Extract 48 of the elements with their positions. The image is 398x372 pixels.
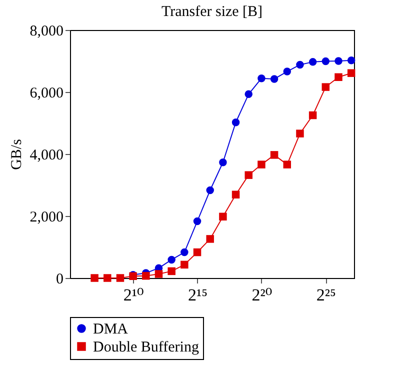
point (219, 158, 227, 166)
chart-title: Transfer size [B] (161, 4, 263, 20)
point (270, 75, 278, 83)
point (334, 57, 342, 65)
point (296, 130, 304, 138)
point (296, 60, 304, 69)
x-tick-label: 2¹⁵ (188, 286, 208, 304)
point (283, 68, 292, 76)
point (283, 160, 292, 168)
legend-label: Double Buffering (93, 340, 200, 356)
point (258, 160, 266, 168)
point (244, 171, 252, 179)
y-axis-title: GB/s (8, 138, 25, 170)
point (258, 74, 266, 82)
point (193, 248, 202, 256)
point (142, 272, 150, 280)
x-tick-label: 2¹⁰ (123, 286, 144, 304)
point (154, 270, 163, 278)
y-tick-label: 8,000 (30, 24, 64, 40)
x-tick-label: 2²⁵ (316, 286, 336, 304)
point (270, 151, 278, 159)
y-tick-label: 0 (56, 272, 64, 288)
point (322, 83, 330, 91)
point (347, 56, 356, 64)
y-tick-label: 4,000 (30, 148, 64, 164)
legend-label: DMA (93, 322, 128, 338)
point (168, 256, 176, 264)
point (232, 190, 240, 198)
point (308, 58, 317, 66)
point (308, 111, 317, 120)
point (334, 73, 342, 81)
point (206, 186, 214, 194)
point (180, 248, 188, 256)
point (104, 274, 112, 282)
y-tick-label: 2,000 (30, 210, 64, 226)
point (244, 90, 252, 98)
point (168, 267, 176, 276)
point (232, 118, 240, 126)
point (322, 57, 330, 66)
point (219, 212, 227, 220)
point (116, 274, 124, 282)
point (90, 274, 98, 282)
y-tick-label: 6,000 (30, 86, 64, 102)
point (347, 69, 356, 77)
point (206, 235, 214, 243)
x-tick-label: 2²⁰ (252, 286, 272, 304)
point (193, 217, 202, 226)
point (180, 260, 188, 269)
